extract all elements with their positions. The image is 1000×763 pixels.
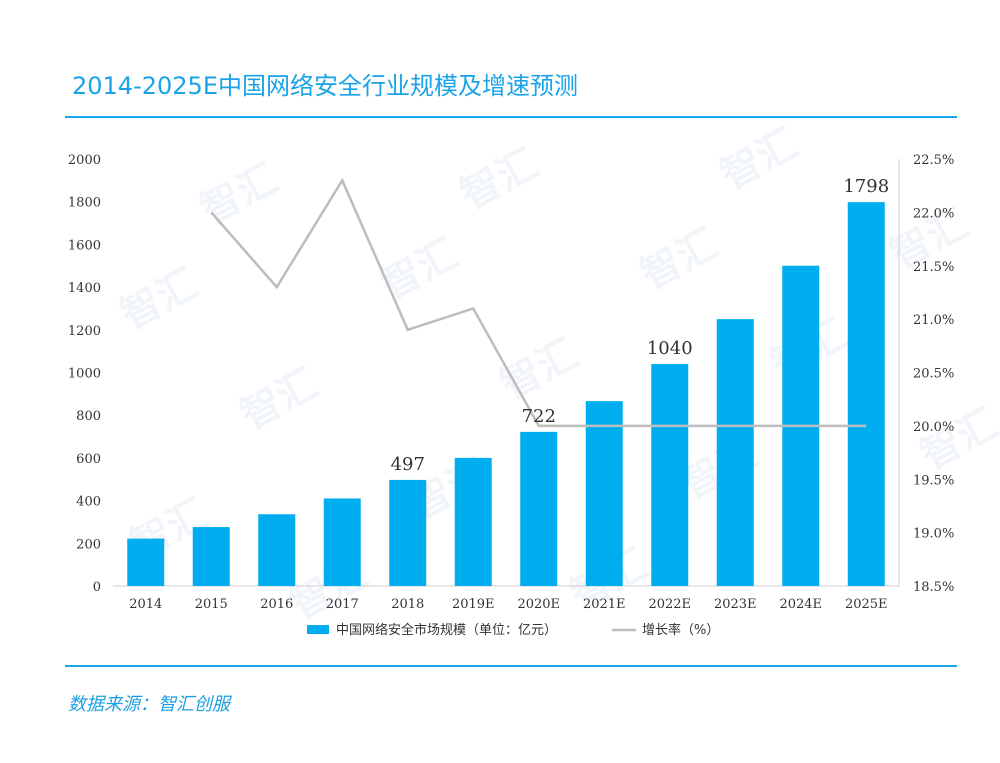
y-left-tick-label: 200 xyxy=(76,537,101,552)
bar xyxy=(651,363,689,586)
watermark-text: 智汇 xyxy=(713,121,805,199)
y-left-tick-label: 0 xyxy=(93,580,101,595)
x-tick-label: 2021E xyxy=(583,597,626,612)
watermark-text: 智汇 xyxy=(113,261,205,339)
bar xyxy=(127,538,165,586)
data-label: 1040 xyxy=(647,338,693,359)
legend-line-label: 增长率（%） xyxy=(642,622,719,638)
x-tick-label: 2025E xyxy=(845,597,888,612)
y-right-tick-label: 21.0% xyxy=(913,313,954,328)
y-right-tick-label: 20.0% xyxy=(913,420,954,435)
y-left-tick-label: 1000 xyxy=(68,367,101,382)
y-right-tick-label: 20.5% xyxy=(913,367,954,382)
y-left-tick-label: 800 xyxy=(76,409,101,424)
title-divider xyxy=(65,116,957,118)
y-left-tick-label: 1800 xyxy=(68,196,101,211)
source-note: 数据来源：智汇创服 xyxy=(68,694,230,715)
x-tick-label: 2022E xyxy=(648,597,691,612)
y-right-tick-label: 18.5% xyxy=(913,580,954,595)
y-right-tick-label: 19.5% xyxy=(913,473,954,488)
growth-rate-line xyxy=(210,177,867,428)
bar xyxy=(258,514,296,586)
x-tick-label: 2018 xyxy=(391,597,424,612)
x-tick-label: 2017 xyxy=(326,597,359,612)
watermark-text: 智汇 xyxy=(193,156,285,234)
y-left-tick-label: 1400 xyxy=(68,281,101,296)
y-left-tick-label: 1600 xyxy=(68,238,101,253)
page-title: 2014-2025E中国网络安全行业规模及增速预测 xyxy=(72,72,578,100)
y-left-tick-label: 600 xyxy=(76,452,101,467)
bar xyxy=(520,431,558,586)
legend-bar-swatch xyxy=(307,625,329,634)
line-series xyxy=(210,177,867,428)
bar xyxy=(192,527,230,586)
bar xyxy=(389,479,427,586)
x-tick-label: 2019E xyxy=(452,597,495,612)
x-tick-label: 2024E xyxy=(779,597,822,612)
data-labels: 497 722 1040 1798 xyxy=(391,176,890,475)
x-tick-label: 2016 xyxy=(260,597,293,612)
x-tick-label: 2020E xyxy=(517,597,560,612)
watermark-text: 智汇 xyxy=(373,231,465,309)
bar xyxy=(716,319,754,586)
data-label: 497 xyxy=(391,454,425,475)
y-right-tick-label: 22.0% xyxy=(913,206,954,221)
bar xyxy=(585,401,623,586)
chart-axes: 0 200 400 600 800 1000 1200 1400 1600 1800 2000 18.… xyxy=(68,153,954,612)
watermark-text: 智汇 xyxy=(913,401,1000,479)
bar xyxy=(847,202,885,586)
y-right-tick-label: 22.5% xyxy=(913,153,954,168)
x-tick-label: 2015 xyxy=(195,597,228,612)
data-label: 1798 xyxy=(843,176,889,197)
watermark-text: 智汇 xyxy=(633,221,725,299)
y-left-tick-label: 2000 xyxy=(68,153,101,168)
footer-divider xyxy=(65,665,957,667)
x-tick-label: 2014 xyxy=(129,597,162,612)
y-right-tick-label: 21.5% xyxy=(913,260,954,275)
watermark-text: 智汇 xyxy=(233,361,325,439)
bar xyxy=(454,457,492,586)
y-left-tick-label: 1200 xyxy=(68,324,101,339)
watermark-text: 智汇 xyxy=(453,141,545,219)
legend: 中国网络安全市场规模（单位：亿元） 增长率（%） xyxy=(307,622,719,638)
x-tick-label: 2023E xyxy=(714,597,757,612)
y-right-tick-label: 19.0% xyxy=(913,527,954,542)
legend-bar-label: 中国网络安全市场规模（单位：亿元） xyxy=(336,622,557,638)
data-label: 722 xyxy=(522,406,556,427)
bar xyxy=(323,498,361,586)
y-left-tick-label: 400 xyxy=(76,495,101,510)
